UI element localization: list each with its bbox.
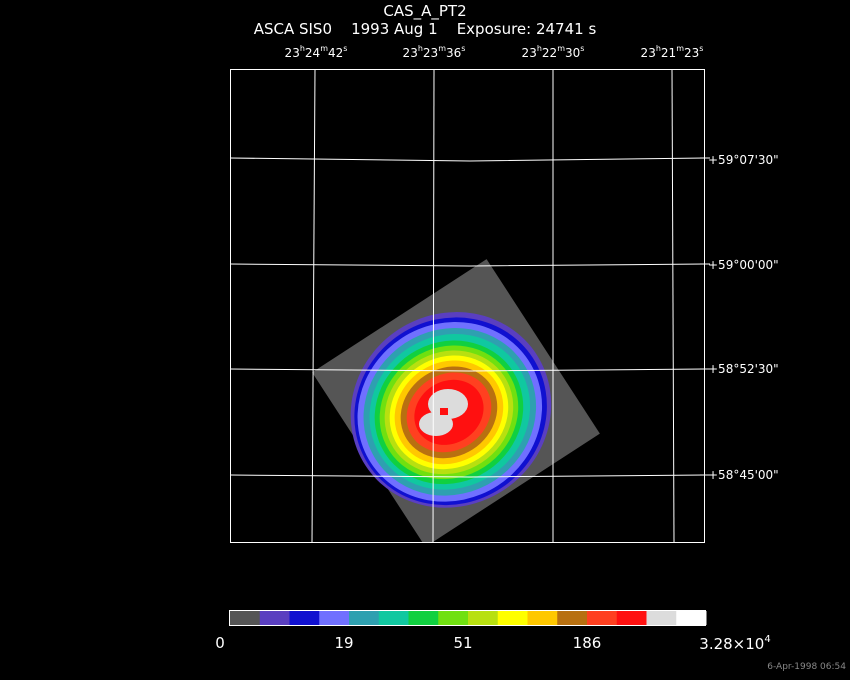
bright-core	[419, 389, 468, 436]
colorbar-cell	[497, 611, 528, 625]
colorbar-label: 51	[453, 634, 473, 652]
colorbar-cell	[557, 611, 588, 625]
colorbar-cell	[438, 611, 469, 625]
object-title: CAS_A_PT2	[383, 2, 467, 20]
dec-tick-marks	[700, 157, 710, 476]
colorbar-min-label: 0	[215, 634, 225, 652]
colorbar	[229, 610, 707, 626]
colorbar-cell	[259, 611, 290, 625]
timestamp: 6-Apr-1998 06:54	[767, 662, 846, 672]
dec-tick-label: +58°45'00"	[708, 468, 779, 482]
exposure-label: Exposure: 24741 s	[456, 20, 597, 38]
colorbar-cell	[587, 611, 618, 625]
instrument-label: ASCA SIS0	[253, 20, 332, 38]
observation-date: 1993 Aug 1	[351, 20, 438, 38]
colorbar-cell	[676, 611, 707, 625]
colorbar-cell	[230, 611, 261, 625]
colorbar-cell	[646, 611, 677, 625]
colorbar-cell	[527, 611, 558, 625]
xray-intensity-map	[312, 259, 600, 543]
coordinate-grid	[229, 68, 706, 544]
colorbar-cell	[616, 611, 647, 625]
dec-tick-label: +59°07'30"	[708, 153, 779, 167]
ra-tick-label: 23h23m36s	[402, 44, 466, 60]
ra-tick-label: 23h22m30s	[521, 44, 585, 60]
colorbar-cell	[289, 611, 320, 625]
colorbar-max-label: 3.28×104	[699, 634, 771, 653]
colorbar-label: 186	[572, 634, 602, 652]
colorbar-cell	[349, 611, 380, 625]
colorbar-cell	[378, 611, 409, 625]
ra-tick-label: 23h21m23s	[640, 44, 704, 60]
colorbar-label: 19	[334, 634, 354, 652]
colorbar-cell	[468, 611, 499, 625]
ra-tick-label: 23h24m42s	[284, 44, 348, 60]
observation-info: ASCA SIS0 1993 Aug 1 Exposure: 24741 s	[0, 20, 850, 38]
colorbar-cell	[408, 611, 439, 625]
dec-tick-label: +59°00'00"	[708, 258, 779, 272]
dec-tick-label: +58°52'30"	[708, 362, 779, 376]
colorbar-cell	[319, 611, 350, 625]
